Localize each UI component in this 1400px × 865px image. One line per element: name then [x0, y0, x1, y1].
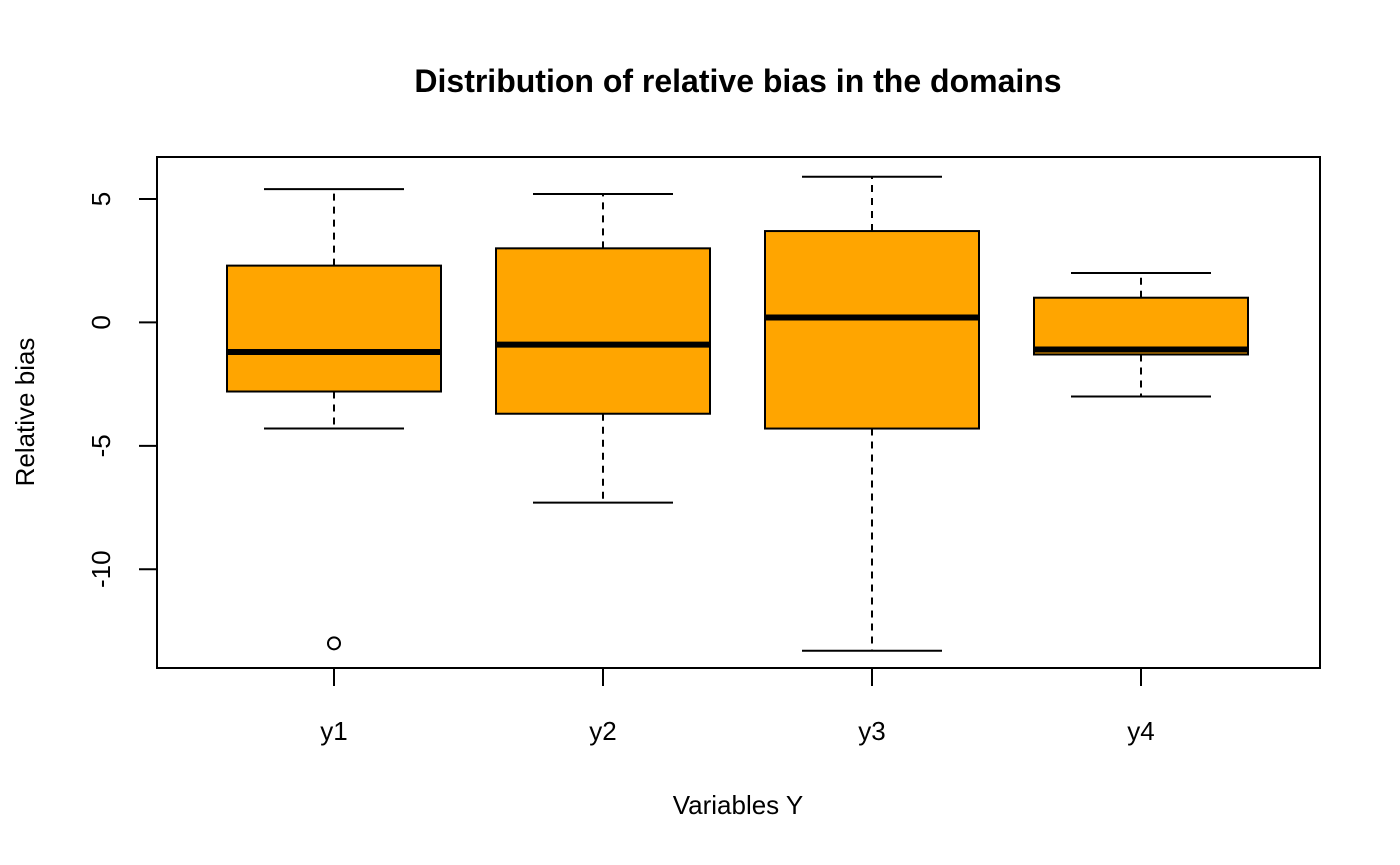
iqr-box [226, 264, 442, 393]
box-group-y3 [764, 175, 980, 652]
y-axis: -10 -5 0 5 [86, 192, 158, 588]
x-tick-label-y2: y2 [589, 716, 616, 746]
boxes-layer [226, 175, 1249, 652]
iqr-box [764, 230, 980, 430]
chart-title: Distribution of relative bias in the dom… [414, 63, 1061, 99]
plot-frame [156, 156, 1321, 669]
y-tick-label: -10 [86, 550, 116, 588]
y-axis-label: Relative bias [10, 338, 40, 487]
box-group-y4 [1033, 272, 1249, 398]
y-tick-label: 5 [86, 192, 116, 206]
outlier-point [327, 636, 341, 651]
iqr-box [495, 247, 711, 415]
y-tick-label: 0 [86, 315, 116, 329]
x-tick-label-y4: y4 [1127, 716, 1154, 746]
iqr-box [1033, 296, 1249, 356]
box-group-y1 [226, 188, 442, 651]
x-tick-label-y3: y3 [858, 716, 885, 746]
x-tick-label-y1: y1 [320, 716, 347, 746]
x-axis: y1 y2 y3 y4 [320, 668, 1155, 746]
box-group-y2 [495, 193, 711, 504]
x-axis-label: Variables Y [673, 790, 804, 820]
y-tick-label: -5 [86, 434, 116, 457]
